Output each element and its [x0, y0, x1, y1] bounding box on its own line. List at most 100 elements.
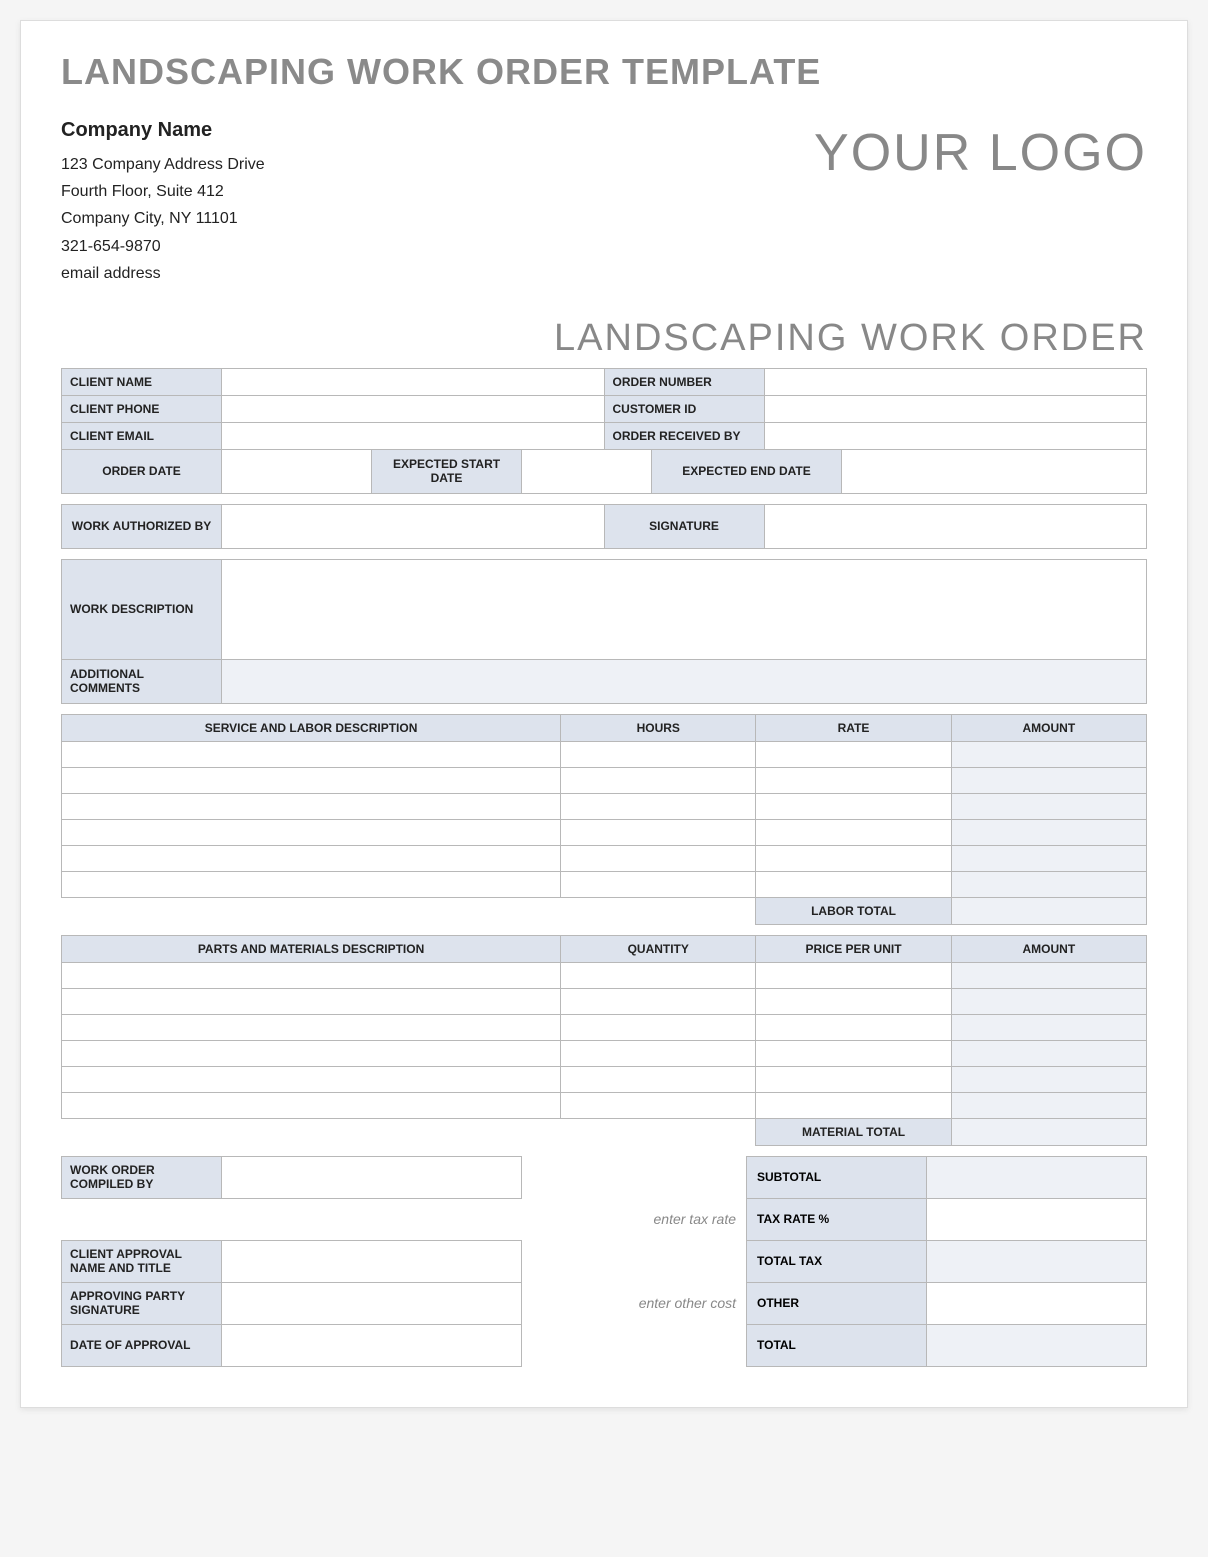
service-cell[interactable] — [756, 845, 951, 871]
field-customer-id[interactable] — [764, 395, 1147, 422]
label-compiled-by: WORK ORDER COMPILED BY — [62, 1156, 222, 1198]
field-compiled-by[interactable] — [222, 1156, 522, 1198]
field-order-number[interactable] — [764, 368, 1147, 395]
labor-total-label: LABOR TOTAL — [756, 897, 951, 924]
service-cell[interactable] — [756, 793, 951, 819]
label-client-email: CLIENT EMAIL — [62, 422, 222, 449]
field-subtotal[interactable] — [927, 1156, 1147, 1198]
document-title: LANDSCAPING WORK ORDER TEMPLATE — [61, 51, 1147, 93]
service-row — [62, 793, 1147, 819]
service-cell[interactable] — [561, 767, 756, 793]
labor-total-value[interactable] — [951, 897, 1146, 924]
field-approving-sig[interactable] — [222, 1282, 522, 1324]
parts-row — [62, 1066, 1147, 1092]
service-cell[interactable] — [951, 793, 1146, 819]
parts-cell[interactable] — [561, 1040, 756, 1066]
label-subtotal: SUBTOTAL — [747, 1156, 927, 1198]
field-client-email[interactable] — [222, 422, 605, 449]
parts-cell[interactable] — [756, 962, 951, 988]
logo-placeholder: YOUR LOGO — [814, 123, 1147, 183]
service-cell[interactable] — [561, 819, 756, 845]
parts-cell[interactable] — [561, 988, 756, 1014]
field-expected-start[interactable] — [522, 449, 652, 493]
parts-cell[interactable] — [756, 988, 951, 1014]
label-client-approval: CLIENT APPROVAL NAME AND TITLE — [62, 1240, 222, 1282]
field-client-approval[interactable] — [222, 1240, 522, 1282]
parts-header-amount: AMOUNT — [951, 935, 1146, 962]
label-total: TOTAL — [747, 1324, 927, 1366]
label-order-number: ORDER NUMBER — [604, 368, 764, 395]
company-phone: 321-654-9870 — [61, 233, 265, 260]
section-title: LANDSCAPING WORK ORDER — [61, 317, 1147, 360]
service-cell[interactable] — [756, 741, 951, 767]
parts-cell[interactable] — [62, 962, 561, 988]
service-cell[interactable] — [756, 767, 951, 793]
service-header-amount: AMOUNT — [951, 714, 1146, 741]
parts-cell[interactable] — [561, 1092, 756, 1118]
parts-cell[interactable] — [561, 1014, 756, 1040]
service-cell[interactable] — [62, 819, 561, 845]
header-row: Company Name 123 Company Address Drive F… — [61, 113, 1147, 287]
service-cell[interactable] — [561, 845, 756, 871]
service-cell[interactable] — [561, 871, 756, 897]
service-cell[interactable] — [951, 871, 1146, 897]
service-cell[interactable] — [951, 845, 1146, 871]
service-cell[interactable] — [62, 871, 561, 897]
field-total[interactable] — [927, 1324, 1147, 1366]
parts-cell[interactable] — [951, 988, 1146, 1014]
parts-cell[interactable] — [756, 1014, 951, 1040]
parts-cell[interactable] — [561, 962, 756, 988]
service-cell[interactable] — [561, 793, 756, 819]
field-other[interactable] — [927, 1282, 1147, 1324]
field-tax-rate[interactable] — [927, 1198, 1147, 1240]
dates-table: ORDER DATE EXPECTED START DATE EXPECTED … — [61, 449, 1147, 494]
service-cell[interactable] — [756, 871, 951, 897]
service-header-hours: HOURS — [561, 714, 756, 741]
service-cell[interactable] — [951, 767, 1146, 793]
parts-header-qty: QUANTITY — [561, 935, 756, 962]
parts-row — [62, 988, 1147, 1014]
service-cell[interactable] — [951, 819, 1146, 845]
material-total-label: MATERIAL TOTAL — [756, 1118, 951, 1145]
service-cell[interactable] — [756, 819, 951, 845]
parts-cell[interactable] — [62, 1040, 561, 1066]
label-other: OTHER — [747, 1282, 927, 1324]
field-client-phone[interactable] — [222, 395, 605, 422]
parts-cell[interactable] — [62, 1066, 561, 1092]
parts-cell[interactable] — [756, 1040, 951, 1066]
service-cell[interactable] — [62, 845, 561, 871]
service-cell[interactable] — [62, 741, 561, 767]
parts-cell[interactable] — [62, 1092, 561, 1118]
field-expected-end[interactable] — [842, 449, 1147, 493]
parts-cell[interactable] — [62, 988, 561, 1014]
parts-cell[interactable] — [561, 1066, 756, 1092]
label-customer-id: CUSTOMER ID — [604, 395, 764, 422]
parts-cell[interactable] — [756, 1092, 951, 1118]
label-additional-comments: ADDITIONAL COMMENTS — [62, 659, 222, 703]
field-order-date[interactable] — [222, 449, 372, 493]
company-city: Company City, NY 11101 — [61, 205, 265, 232]
service-cell[interactable] — [561, 741, 756, 767]
parts-cell[interactable] — [951, 1040, 1146, 1066]
field-order-received-by[interactable] — [764, 422, 1147, 449]
field-work-auth-by[interactable] — [222, 504, 605, 548]
field-work-description[interactable] — [222, 559, 1147, 659]
material-total-value[interactable] — [951, 1118, 1146, 1145]
field-signature[interactable] — [764, 504, 1147, 548]
parts-row — [62, 1092, 1147, 1118]
field-date-approval[interactable] — [222, 1324, 522, 1366]
service-cell[interactable] — [951, 741, 1146, 767]
bottom-section: WORK ORDER COMPILED BY SUBTOTAL enter ta… — [61, 1156, 1147, 1367]
field-additional-comments[interactable] — [222, 659, 1147, 703]
parts-cell[interactable] — [951, 1014, 1146, 1040]
parts-cell[interactable] — [951, 1092, 1146, 1118]
parts-cell[interactable] — [62, 1014, 561, 1040]
service-header-rate: RATE — [756, 714, 951, 741]
service-cell[interactable] — [62, 793, 561, 819]
parts-cell[interactable] — [951, 962, 1146, 988]
field-client-name[interactable] — [222, 368, 605, 395]
parts-cell[interactable] — [756, 1066, 951, 1092]
parts-cell[interactable] — [951, 1066, 1146, 1092]
field-total-tax[interactable] — [927, 1240, 1147, 1282]
service-cell[interactable] — [62, 767, 561, 793]
